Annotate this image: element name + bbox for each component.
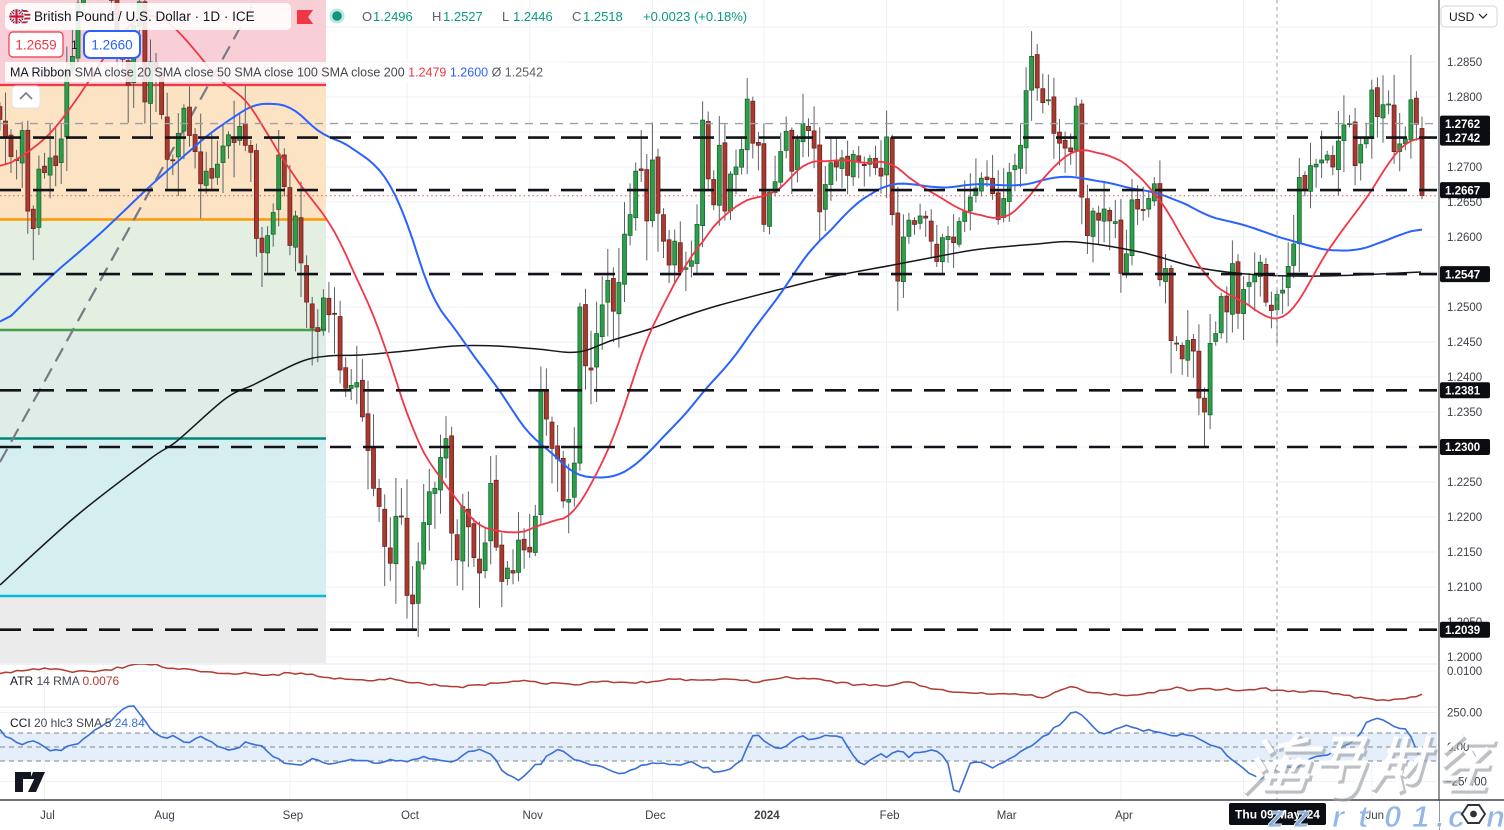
svg-text:Nov: Nov [522, 810, 543, 822]
svg-text:1.2742: 1.2742 [1445, 133, 1480, 145]
svg-text:Mar: Mar [997, 810, 1017, 822]
svg-text:r: r [1332, 799, 1346, 830]
svg-text:USD: USD [1449, 10, 1475, 24]
svg-text:Jul: Jul [40, 810, 55, 822]
svg-text:H: H [432, 9, 441, 24]
svg-text:Apr: Apr [1115, 810, 1133, 822]
svg-text:1.2600: 1.2600 [1447, 232, 1482, 244]
svg-text:1.2850: 1.2850 [1447, 57, 1482, 69]
svg-text:ATR 14 RMA 0.0076: ATR 14 RMA 0.0076 [10, 674, 120, 688]
svg-text:1.2150: 1.2150 [1447, 547, 1482, 559]
svg-text:1.2762: 1.2762 [1445, 119, 1480, 131]
svg-text:British Pound / U.S. Dollar ·: British Pound / U.S. Dollar · 1D · ICE [34, 9, 255, 24]
svg-text:Sep: Sep [283, 810, 303, 822]
svg-text:1.2547: 1.2547 [1445, 269, 1480, 281]
svg-text:MA Ribbon SMA close 20 SMA clo: MA Ribbon SMA close 20 SMA close 50 SMA … [10, 66, 543, 80]
svg-text:2024: 2024 [754, 810, 780, 822]
svg-text:t: t [1358, 799, 1370, 830]
svg-text:C: C [572, 9, 581, 24]
svg-text:1.2500: 1.2500 [1447, 302, 1482, 314]
svg-text:Jun: Jun [1366, 810, 1385, 822]
svg-text:n: n [1486, 799, 1504, 830]
svg-text:1.2000: 1.2000 [1447, 652, 1482, 664]
svg-text:.: . [1436, 799, 1445, 830]
svg-text:Thu 09 May '24: Thu 09 May '24 [1235, 808, 1320, 822]
svg-text:+0.0023 (+0.18%): +0.0023 (+0.18%) [643, 9, 747, 24]
svg-text:1.2496: 1.2496 [373, 9, 413, 24]
svg-text:1.2667: 1.2667 [1445, 185, 1480, 197]
svg-text:0.0100: 0.0100 [1447, 666, 1482, 678]
svg-text:Oct: Oct [401, 810, 420, 822]
svg-text:1.2800: 1.2800 [1447, 92, 1482, 104]
svg-text:1.2659: 1.2659 [15, 38, 56, 53]
svg-text:1.2446: 1.2446 [513, 9, 553, 24]
svg-text:1.2350: 1.2350 [1447, 407, 1482, 419]
svg-text:z: z [1267, 799, 1284, 830]
svg-text:1.2700: 1.2700 [1447, 162, 1482, 174]
svg-text:1.2039: 1.2039 [1445, 625, 1480, 637]
svg-text:1.2100: 1.2100 [1447, 582, 1482, 594]
svg-text:0: 0 [1384, 799, 1401, 830]
svg-text:c: c [1448, 799, 1465, 830]
svg-text:1.2200: 1.2200 [1447, 512, 1482, 524]
svg-text:Feb: Feb [880, 810, 900, 822]
svg-text:1: 1 [71, 38, 78, 52]
svg-text:1.2450: 1.2450 [1447, 337, 1482, 349]
svg-text:Aug: Aug [154, 810, 174, 822]
svg-text:O: O [362, 9, 372, 24]
svg-text:z: z [1293, 799, 1310, 830]
svg-text:1: 1 [1412, 799, 1429, 830]
svg-text:1.2300: 1.2300 [1445, 442, 1480, 454]
svg-text:1.2527: 1.2527 [443, 9, 483, 24]
svg-text:1.2381: 1.2381 [1445, 386, 1481, 398]
svg-text:1.2518: 1.2518 [583, 9, 623, 24]
svg-text:250.00: 250.00 [1447, 708, 1482, 720]
svg-text:1.2400: 1.2400 [1447, 372, 1482, 384]
svg-text:1.2250: 1.2250 [1447, 477, 1482, 489]
svg-text:1.2660: 1.2660 [91, 38, 132, 53]
svg-text:Dec: Dec [645, 810, 666, 822]
svg-text:CCI 20 hlc3 SMA 5 24.84: CCI 20 hlc3 SMA 5 24.84 [10, 716, 145, 730]
svg-text:1.2650: 1.2650 [1447, 197, 1482, 209]
svg-text:L: L [502, 9, 509, 24]
